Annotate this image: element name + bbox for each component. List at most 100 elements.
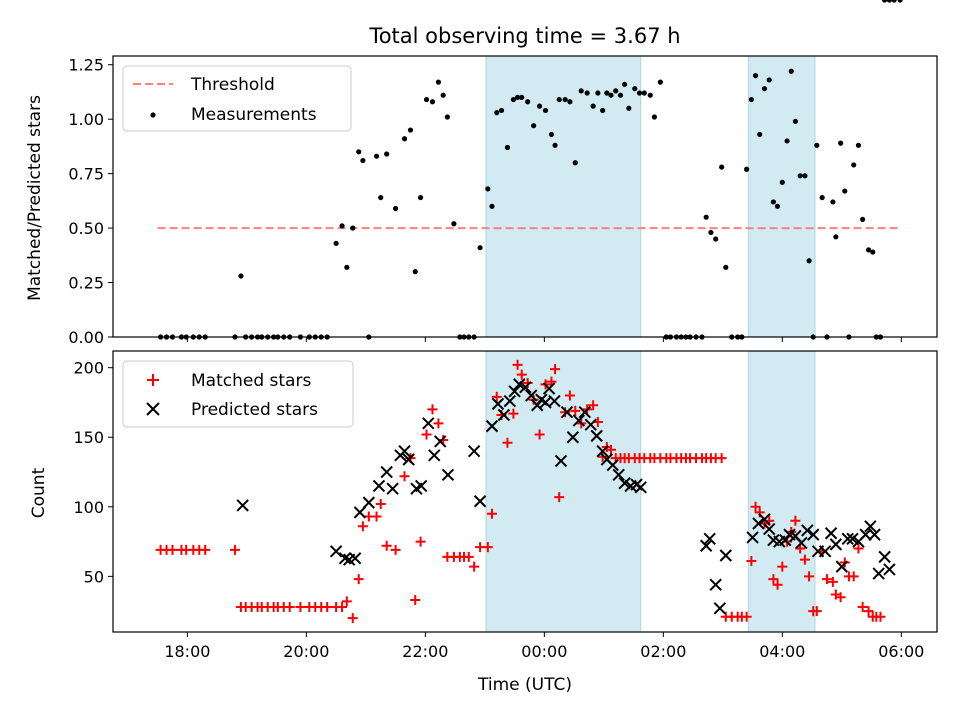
measurement-point: [641, 90, 647, 96]
matched-star-point: [741, 611, 752, 622]
matched-star-point: [381, 540, 392, 551]
measurement-point: [344, 264, 350, 270]
matched-star-point: [716, 453, 727, 464]
predicted-star-point: [473, 495, 487, 508]
predicted-star-point: [560, 406, 574, 419]
matched-star-point: [777, 561, 788, 572]
predicted-star-point: [807, 528, 820, 541]
matched-star-point: [284, 601, 295, 612]
measurement-point: [514, 94, 521, 100]
top-y-tick-label: 0.50: [68, 219, 104, 238]
predicted-legend-label: Predicted stars: [191, 400, 318, 420]
matched-star-point: [502, 437, 513, 448]
matched-star-point: [554, 492, 565, 503]
predicted-star-point: [872, 567, 885, 580]
bottom-highlight-span: [485, 350, 642, 633]
measurement-point: [494, 110, 500, 116]
top-y-tick-label: 0.00: [68, 328, 104, 347]
measurement-point: [572, 160, 578, 166]
predicted-star-point: [634, 481, 647, 494]
measurement-point: [752, 73, 759, 79]
predicted-star-point: [818, 545, 832, 558]
measurement-point: [897, 0, 903, 3]
predicted-star-point: [719, 549, 733, 562]
matched-star-point: [588, 400, 599, 411]
matched-star-point: [875, 611, 886, 622]
matched-star-point: [512, 359, 523, 370]
predicted-star-point: [414, 479, 428, 493]
measurement-point: [657, 79, 663, 85]
x-tick-label: 02:00: [640, 642, 686, 661]
measurement-point: [444, 114, 450, 120]
top-y-tick-label: 1.25: [68, 56, 104, 75]
matched-star-point: [341, 596, 352, 607]
measurement-point: [860, 216, 866, 222]
matched-star-point: [371, 511, 382, 522]
measurement-point: [779, 179, 785, 185]
threshold-legend-label: Threshold: [190, 75, 275, 95]
measurement-point: [417, 194, 424, 201]
predicted-star-point: [362, 496, 376, 509]
matched-star-point: [821, 574, 832, 585]
measurement-point: [350, 225, 356, 231]
measurement-point: [851, 162, 857, 168]
predicted-star-point: [338, 552, 352, 565]
measurement-point: [770, 199, 776, 205]
predicted-star-point: [485, 419, 499, 433]
predicted-star-point: [348, 552, 362, 565]
measurement-point: [519, 94, 525, 100]
matched-star-point: [772, 579, 783, 590]
predicted-star-point: [859, 528, 872, 541]
measurement-point: [401, 136, 408, 142]
measurement-point: [504, 144, 511, 151]
measurement-point: [429, 99, 436, 105]
measurement-point: [744, 166, 750, 172]
measurement-point: [886, 0, 893, 3]
measurement-point: [435, 79, 442, 85]
predicted-star-point: [542, 382, 556, 395]
measurement-point: [788, 68, 794, 74]
predicted-star-point: [386, 482, 399, 495]
top-y-tick-label: 1.00: [68, 110, 104, 129]
measurement-points: [157, 0, 903, 340]
chart-title: Total observing time = 3.67 h: [368, 24, 680, 48]
measurement-point: [584, 90, 590, 96]
measurement-point: [562, 96, 568, 103]
predicted-star-point: [508, 385, 521, 398]
measurement-point: [757, 131, 763, 138]
matched-star-point: [399, 471, 410, 482]
top-y-axis-label: Matched/Predicted stars: [25, 95, 45, 301]
matched-star-point: [550, 364, 561, 375]
matched-star-point: [427, 404, 438, 415]
measurement-point: [870, 249, 876, 255]
measurement-point: [723, 264, 729, 270]
bottom-y-tick-label: 200: [73, 359, 104, 378]
matched-legend-symbol: [147, 374, 159, 386]
matched-star-point: [564, 390, 575, 401]
matched-star-point: [390, 544, 401, 555]
matched-star-point: [463, 551, 474, 562]
predicted-star-point: [835, 560, 849, 573]
measurement-point: [498, 107, 505, 114]
measurement-point: [531, 123, 537, 129]
matched-star-point: [799, 554, 810, 565]
matched-star-point: [421, 429, 432, 440]
measurement-point: [548, 131, 555, 138]
predicted-star-point: [584, 418, 597, 431]
bottom-y-tick-label: 150: [73, 428, 104, 447]
predicted-star-point: [578, 406, 591, 419]
predicted-star-point: [467, 444, 481, 458]
measurement-point: [613, 88, 619, 94]
predicted-star-point: [713, 602, 727, 615]
measurement-point: [797, 173, 803, 179]
x-axis-label: Time (UTC): [477, 675, 572, 695]
matched-star-point: [827, 576, 838, 587]
measurement-point: [802, 173, 808, 179]
top-legend: Threshold Measurements: [122, 65, 352, 132]
matched-star-point: [848, 571, 859, 582]
measurement-point: [865, 247, 872, 253]
bottom-highlight-spans: [485, 350, 816, 633]
matched-star-point: [768, 574, 779, 585]
measurement-point: [719, 164, 725, 170]
